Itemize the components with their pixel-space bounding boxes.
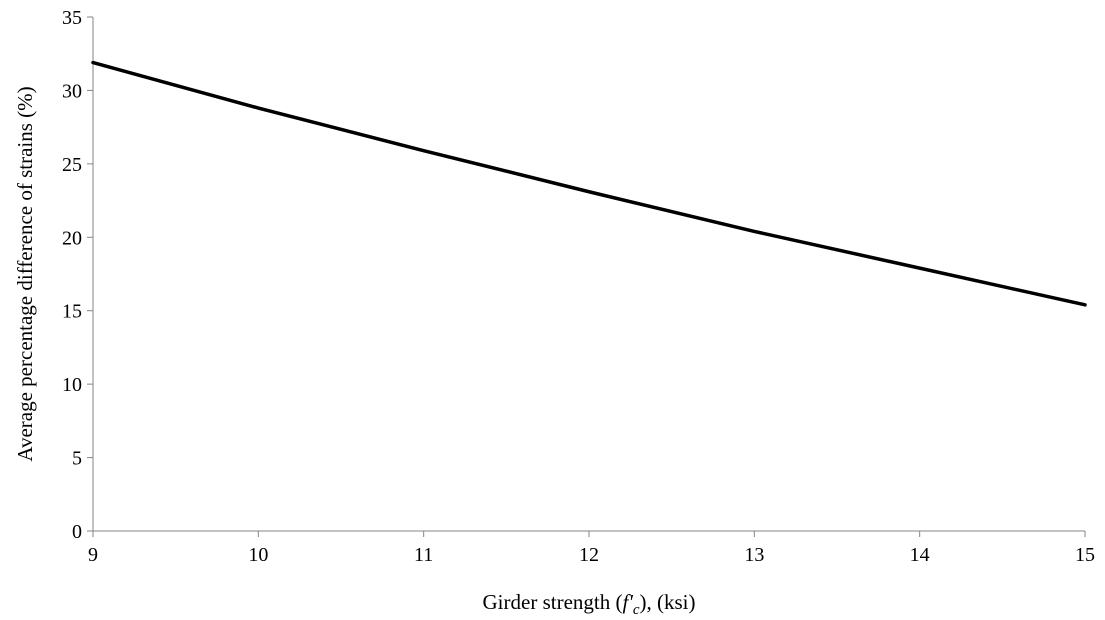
x-axis-title-variable: f' bbox=[622, 590, 633, 614]
x-axis-title: Girder strength (f'c), (ksi) bbox=[483, 590, 696, 618]
x-axis-title-suffix: ), (ksi) bbox=[639, 590, 695, 614]
series-line bbox=[91, 60, 1087, 307]
x-tick-label: 13 bbox=[744, 544, 764, 566]
y-tick-label: 20 bbox=[62, 227, 82, 249]
x-tick-label: 10 bbox=[248, 544, 268, 566]
x-axis-ticks: 9 10 11 12 13 14 15 bbox=[88, 531, 1095, 566]
y-tick-label: 25 bbox=[62, 154, 82, 176]
x-axis-title-subscript: c bbox=[633, 602, 640, 618]
x-tick-label: 12 bbox=[579, 544, 599, 566]
series-group bbox=[91, 60, 1087, 307]
y-tick-label: 30 bbox=[62, 80, 82, 102]
x-tick-label: 11 bbox=[414, 544, 433, 566]
y-axis-ticks: 0 5 10 15 20 25 30 35 bbox=[62, 7, 93, 543]
y-tick-label: 35 bbox=[62, 7, 82, 29]
y-tick-label: 0 bbox=[72, 521, 82, 543]
y-tick-label: 10 bbox=[62, 374, 82, 396]
y-tick-label: 5 bbox=[72, 448, 82, 470]
y-tick-label: 15 bbox=[62, 301, 82, 323]
x-tick-label: 9 bbox=[88, 544, 98, 566]
y-axis-title: Average percentage difference of strains… bbox=[13, 86, 37, 461]
x-tick-label: 14 bbox=[910, 544, 930, 566]
x-axis-title-prefix: Girder strength ( bbox=[483, 590, 623, 614]
x-tick-label: 15 bbox=[1075, 544, 1095, 566]
